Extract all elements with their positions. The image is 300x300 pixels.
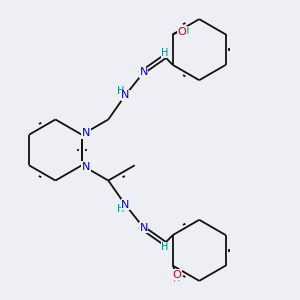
Text: H: H — [117, 86, 124, 97]
Text: N: N — [82, 128, 90, 138]
Text: H: H — [182, 26, 189, 36]
Text: O: O — [177, 27, 186, 37]
Text: N: N — [121, 90, 130, 100]
Text: N: N — [82, 162, 90, 172]
Text: H: H — [117, 203, 124, 214]
Text: H: H — [173, 273, 181, 283]
Text: N: N — [140, 223, 148, 233]
Text: H: H — [161, 242, 168, 252]
Text: O: O — [173, 270, 182, 280]
Text: N: N — [121, 200, 130, 210]
Text: H: H — [161, 48, 168, 58]
Text: N: N — [140, 67, 148, 77]
